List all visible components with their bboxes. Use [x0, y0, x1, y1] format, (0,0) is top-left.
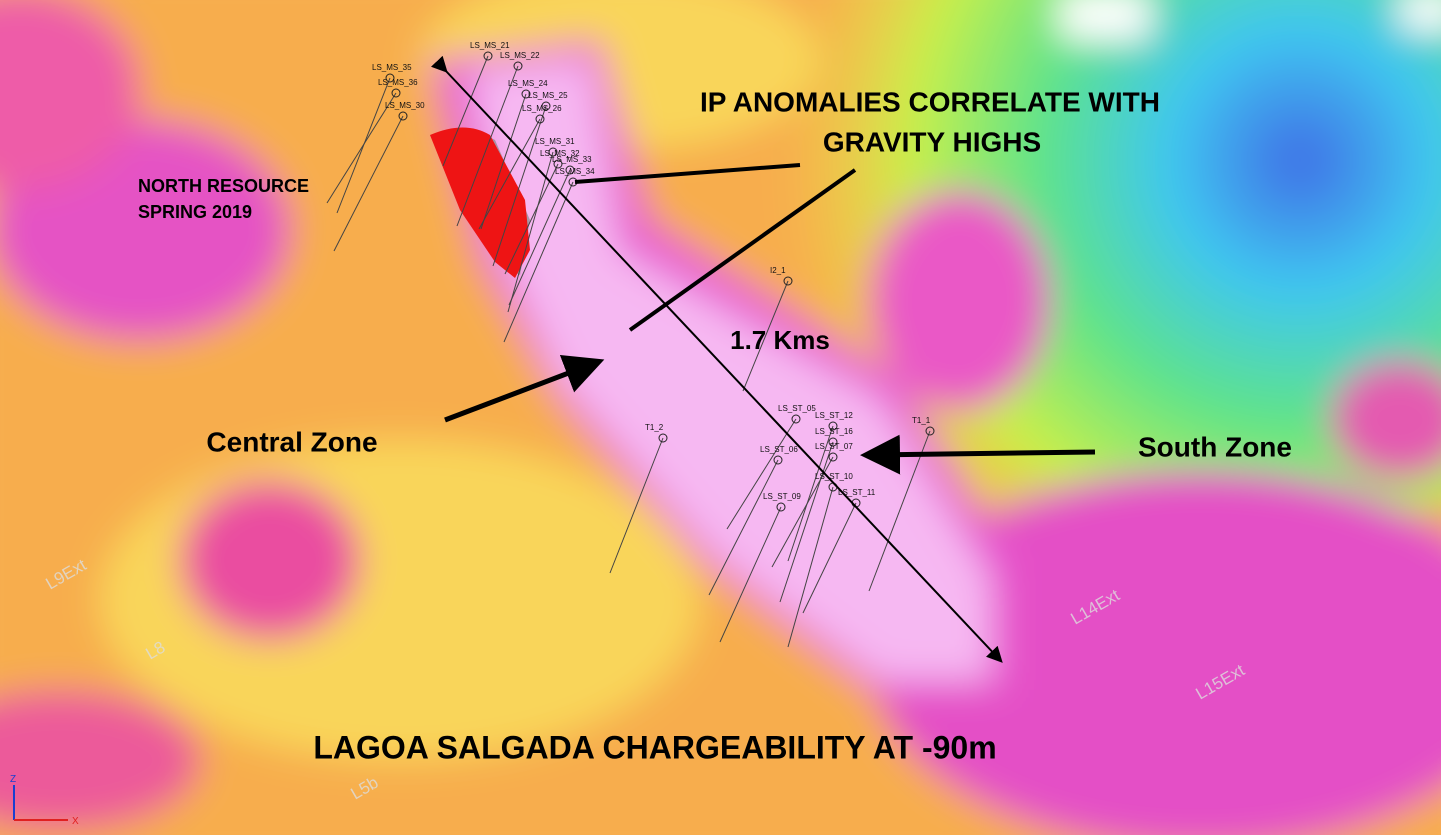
drill-hole-label: T1_2: [645, 423, 664, 432]
drill-hole-label: LS_MS_22: [500, 51, 540, 60]
zone-label: South Zone: [1138, 431, 1292, 462]
map-title: LAGOA SALGADA CHARGEABILITY AT -90m: [313, 729, 996, 765]
drill-hole-label: LS_ST_07: [815, 442, 853, 451]
drill-hole-label: LS_MS_35: [372, 63, 412, 72]
drill-hole-label: I2_1: [770, 266, 786, 275]
zone-arrows: [444, 354, 1096, 475]
drill-hole-label: T1_1: [912, 416, 931, 425]
drill-hole-label: LS_MS_31: [535, 137, 575, 146]
drill-hole-label: LS_ST_06: [760, 445, 798, 454]
drill-hole-label: LS_ST_12: [815, 411, 853, 420]
drill-hole-label: LS_ST_09: [763, 492, 801, 501]
drill-trace: [333, 115, 404, 252]
distance-arrow: [430, 55, 1003, 663]
drill-collar: [385, 73, 395, 83]
distance-label: 1.7 Kms: [730, 325, 830, 355]
drill-collar: [391, 88, 401, 98]
axis-label: X: [72, 816, 79, 827]
axis-label: Z: [10, 774, 16, 785]
zone-label: Central Zone: [206, 426, 377, 457]
axis-triad: Z X: [10, 774, 79, 827]
drill-hole-label: LS_ST_10: [815, 472, 853, 481]
drill-hole-label: LS_MS_24: [508, 79, 548, 88]
ip-annotation: IP ANOMALIES CORRELATE WITH: [700, 86, 1160, 117]
drill-hole-label: LS_MS_36: [378, 78, 418, 87]
drill-hole-label: LS_MS_33: [552, 155, 592, 164]
north-resource-label: SPRING 2019: [138, 202, 252, 222]
drill-collar: [398, 111, 408, 121]
drill-hole-label: LS_ST_16: [815, 427, 853, 436]
drill-hole-label: LS_MS_21: [470, 41, 510, 50]
ip-annotation: GRAVITY HIGHS: [823, 126, 1041, 157]
north-resource-label: NORTH RESOURCE: [138, 176, 309, 196]
drill-hole-label: LS_ST_05: [778, 404, 816, 413]
drill-hole-label: LS_MS_34: [555, 167, 595, 176]
drill-hole-label: LS_MS_25: [528, 91, 568, 100]
drill-hole-label: LS_MS_26: [522, 104, 562, 113]
drill-trace: [326, 92, 397, 204]
drill-hole-label: LS_MS_30: [385, 101, 425, 110]
